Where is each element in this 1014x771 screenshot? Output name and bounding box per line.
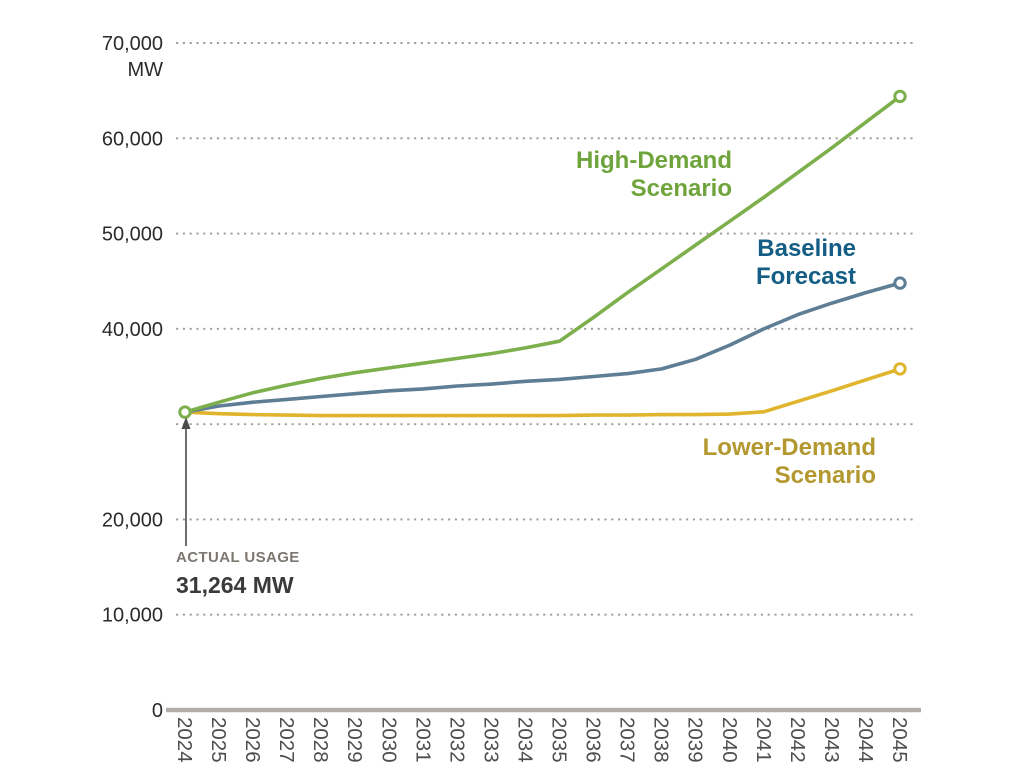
- y-tick-label: 70,000: [102, 33, 163, 55]
- x-tick-label: 2035: [548, 717, 571, 763]
- x-tick-label: 2024: [173, 717, 196, 763]
- series-label-baseline-forecast-line2: Forecast: [756, 263, 856, 290]
- x-tick-label: 2025: [207, 717, 230, 763]
- series-label-high-demand-scenario-line1: High-Demand: [576, 147, 732, 174]
- x-tick-label: 2043: [820, 717, 843, 763]
- x-tick-label: 2026: [241, 717, 264, 763]
- x-tick-label: 2028: [309, 717, 332, 763]
- end-marker-baseline-forecast: [893, 276, 907, 290]
- annotation-value: 31,264 MW: [176, 572, 294, 598]
- x-tick-label: 2033: [479, 717, 502, 763]
- x-tick-label: 2030: [377, 717, 400, 763]
- start-marker-actual-usage: [178, 405, 192, 419]
- y-tick-label: 10,000: [102, 605, 163, 627]
- x-tick-label: 2044: [854, 717, 877, 763]
- y-tick-label: 60,000: [102, 128, 163, 150]
- y-tick-label: 20,000: [102, 509, 163, 531]
- x-tick-label: 2031: [411, 717, 434, 763]
- end-marker-high-demand-scenario: [893, 89, 907, 104]
- x-tick-label: 2039: [684, 717, 707, 763]
- annotation-eyebrow: ACTUAL USAGE: [176, 549, 300, 566]
- x-tick-label: 2037: [616, 717, 639, 763]
- annotation-arrowhead-icon: [181, 417, 191, 429]
- y-axis-unit-label: MW: [127, 59, 163, 81]
- series-label-high-demand-scenario-line2: Scenario: [631, 175, 732, 202]
- x-tick-label: 2034: [514, 717, 537, 763]
- y-tick-label: 40,000: [102, 319, 163, 341]
- x-tick-label: 2045: [888, 717, 911, 763]
- x-tick-label: 2038: [650, 717, 673, 763]
- x-tick-label: 2032: [445, 717, 468, 763]
- series-label-lower-demand-scenario-line1: Lower-Demand: [703, 434, 876, 461]
- series-line-lower-demand-scenario: [183, 367, 902, 418]
- y-tick-label: 50,000: [102, 224, 163, 246]
- x-tick-label: 2027: [275, 717, 298, 763]
- series-label-lower-demand-scenario-line2: Scenario: [775, 462, 876, 489]
- series-line-baseline-forecast: [183, 281, 902, 414]
- series-label-baseline-forecast-line1: Baseline: [757, 235, 856, 262]
- x-tick-label: 2040: [718, 717, 741, 763]
- end-marker-lower-demand-scenario: [893, 362, 907, 376]
- series-line-high-demand-scenario: [183, 94, 902, 414]
- y-tick-label: 0: [152, 700, 163, 722]
- x-tick-label: 2029: [343, 717, 366, 763]
- x-tick-label: 2041: [752, 717, 775, 763]
- x-tick-label: 2042: [786, 717, 809, 763]
- x-tick-label: 2036: [582, 717, 605, 763]
